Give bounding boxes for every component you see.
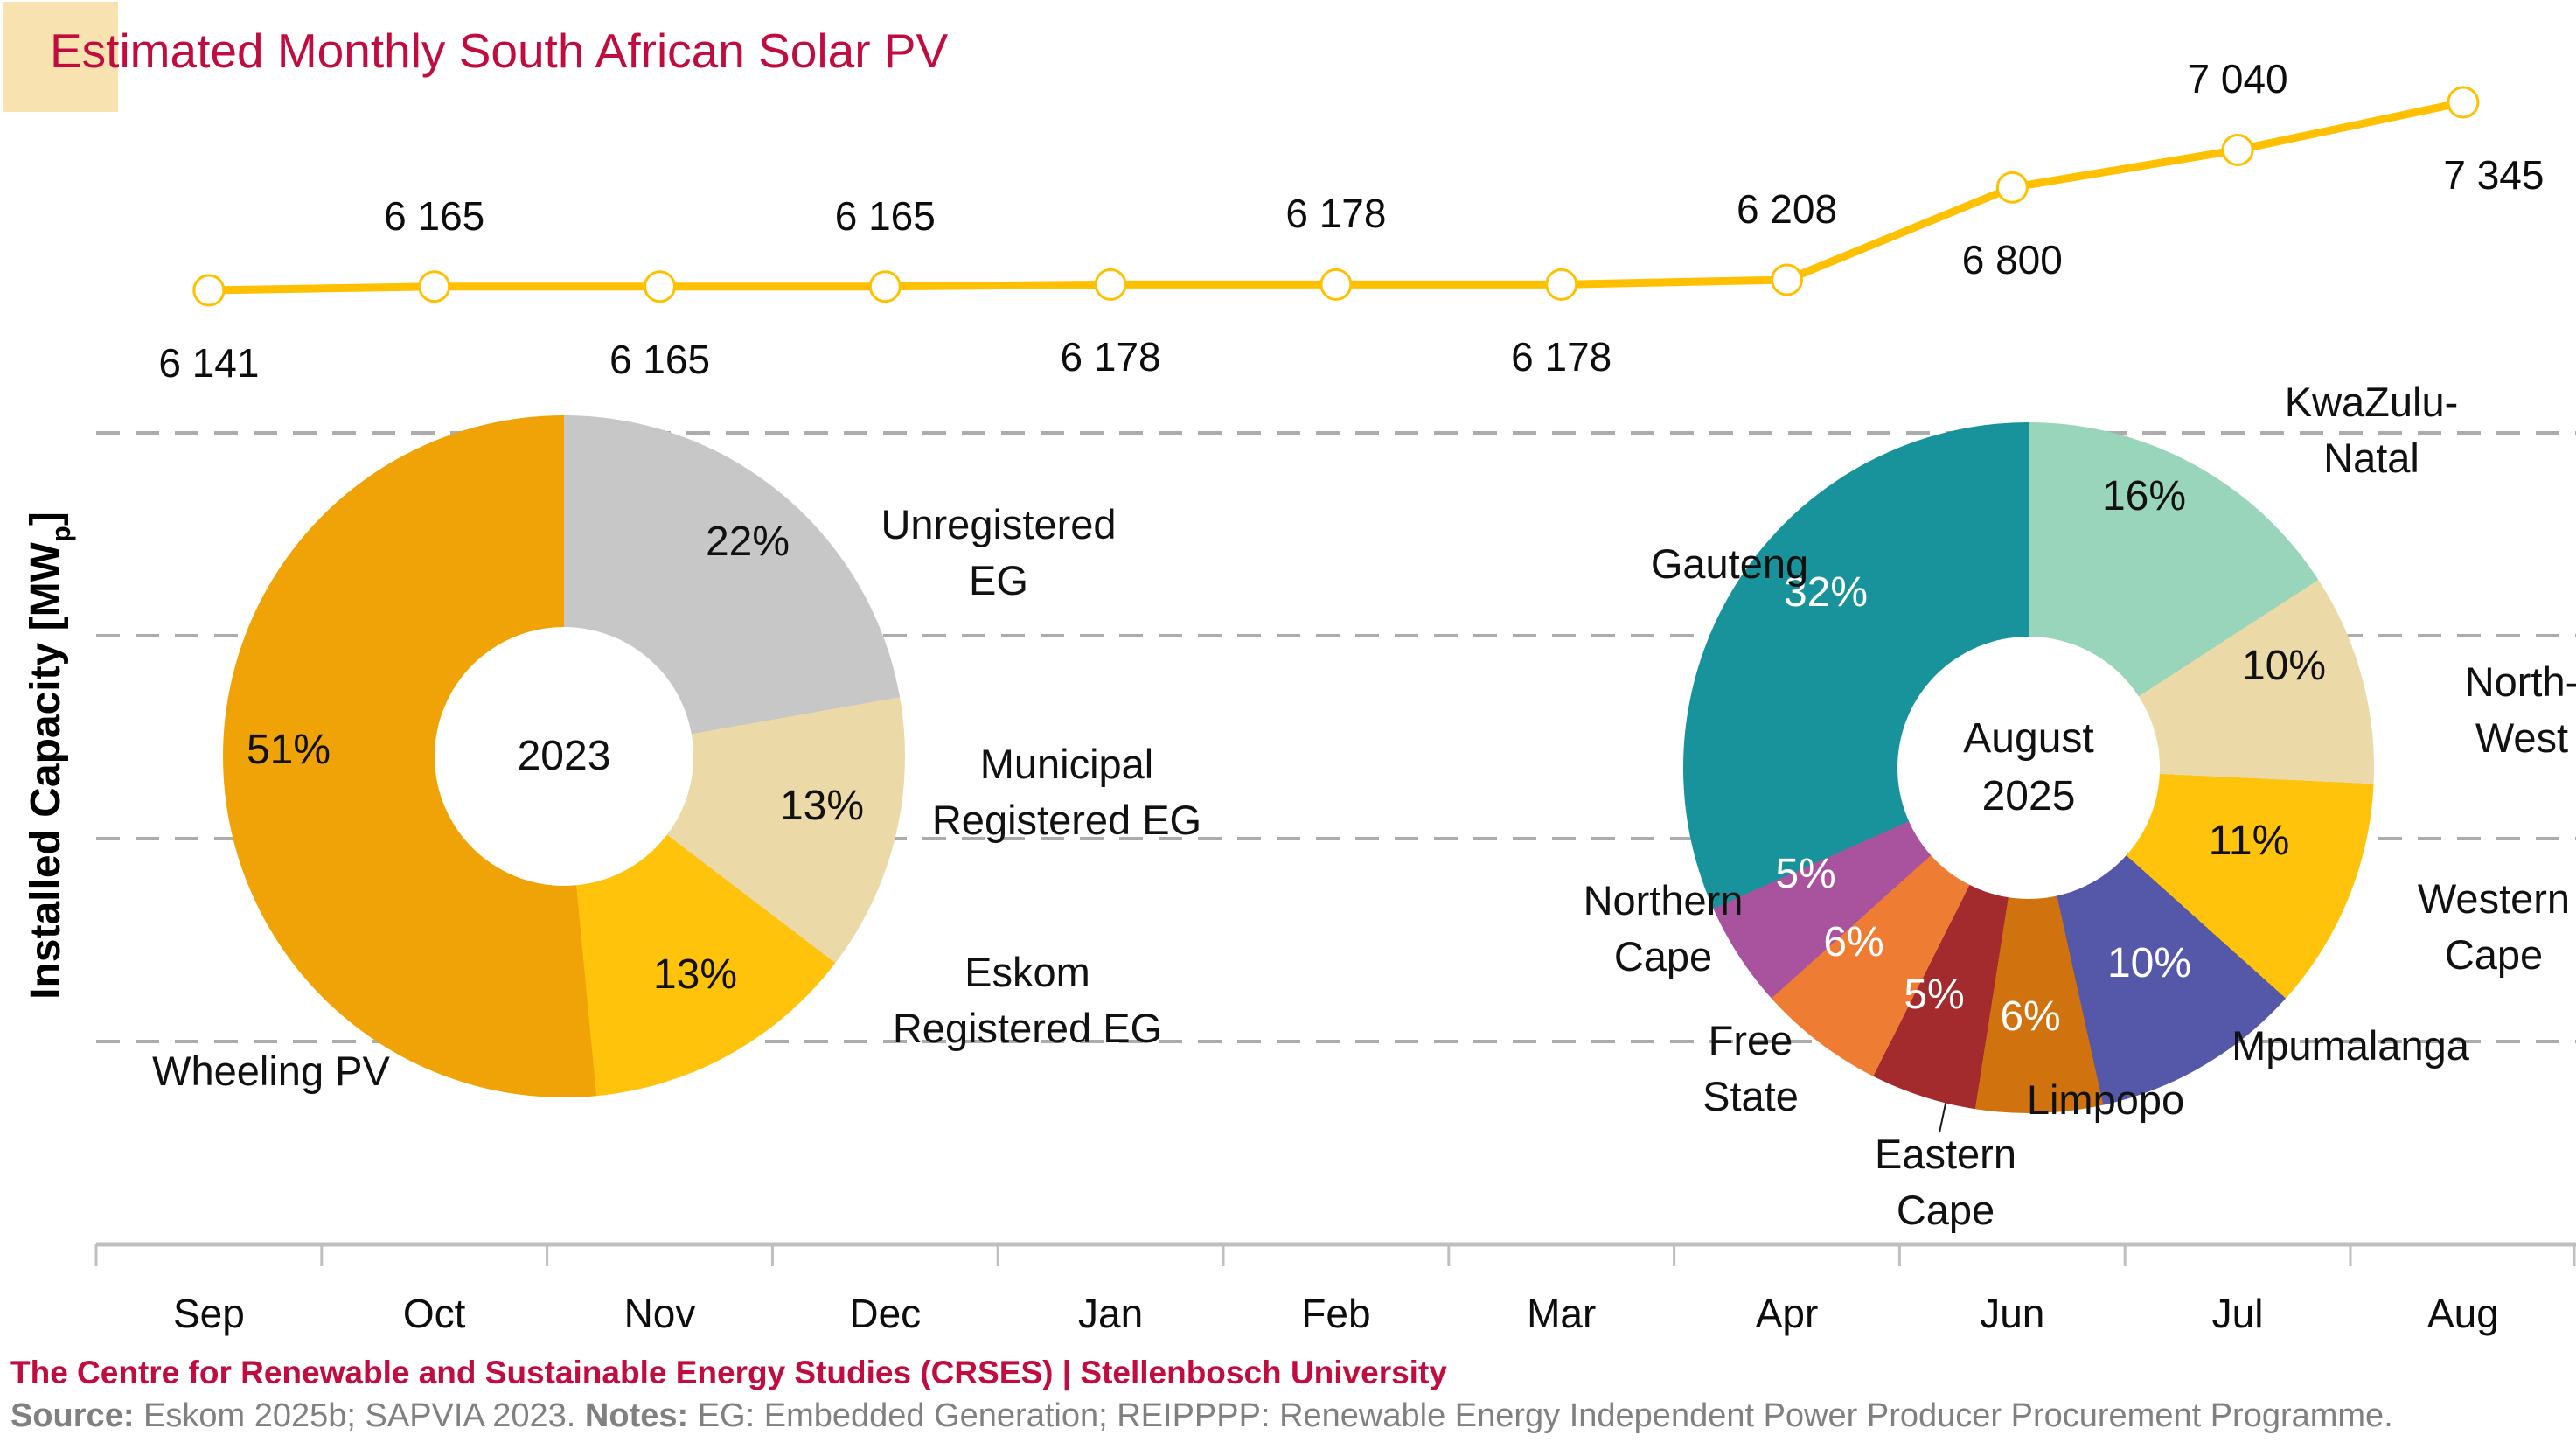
slice-label-wheeling-pv: Wheeling PV <box>152 1048 390 1094</box>
slice-label-northern-cape: Northern Cape <box>1583 877 1744 979</box>
pct-label-unregistered-eg: 22% <box>705 519 790 565</box>
pct-label-municipal-registered-eg: 13% <box>779 783 865 829</box>
line-value-label-jun: 6 800 <box>1961 237 2063 283</box>
slice-label-limpopo: Limpopo <box>2026 1076 2185 1123</box>
slice-label-kwazulu-natal: KwaZulu-Natal <box>2284 379 2459 481</box>
footer-source-label: Source: <box>10 1397 135 1434</box>
pct-label-eastern-cape: 5% <box>1904 972 1965 1018</box>
line-value-label-sep: 6 141 <box>158 340 260 386</box>
pct-label-western-cape: 11% <box>2208 818 2290 864</box>
slice-label-eastern-cape: Eastern Cape <box>1875 1131 2016 1233</box>
donut-2025-hole <box>1897 637 2160 899</box>
slice-label-mpumalanga: Mpumalanga <box>2231 1022 2469 1069</box>
line-value-label-mar: 6 178 <box>1511 334 1612 380</box>
x-axis-month-jun: Jun <box>1980 1291 2045 1336</box>
y-axis-label-suffix: ] <box>23 512 69 526</box>
x-axis-month-mar: Mar <box>1527 1291 1597 1336</box>
line-value-label-jan: 6 178 <box>1060 334 1161 380</box>
pct-label-eskom-registered-eg: 13% <box>652 951 738 998</box>
y-axis-label: Installed Capacity [MWp] <box>22 401 76 1110</box>
footer-notes-label: Notes: <box>584 1397 689 1434</box>
slice-label-western-cape: Western Cape <box>2417 875 2571 978</box>
line-value-label-oct: 6 165 <box>384 192 485 239</box>
y-axis-label-subscript: p <box>45 526 76 543</box>
x-axis-month-jan: Jan <box>1078 1291 1144 1336</box>
line-value-label-nov: 6 165 <box>609 336 711 382</box>
slice-label-free-state: Free State <box>1702 1017 1799 1119</box>
line-value-label-feb: 6 178 <box>1285 191 1387 237</box>
slice-label-eskom-registered-eg: Eskom Registered EG <box>892 949 1163 1051</box>
slice-label-north-west: North-West <box>2464 658 2576 761</box>
pct-label-free-state: 6% <box>1823 919 1884 965</box>
pct-label-northern-cape: 5% <box>1775 851 1836 897</box>
x-axis-month-sep: Sep <box>172 1291 245 1336</box>
pct-label-wheeling-pv: 51% <box>246 727 331 773</box>
pct-label-gauteng: 32% <box>1783 569 1869 616</box>
footer-source: Source: Eskom 2025b; SAPVIA 2023. Notes:… <box>10 1396 2393 1436</box>
footer-notes-text: EG: Embedded Generation; REIPPPP: Renewa… <box>688 1397 2393 1434</box>
donut-2025-center-label: August 2025 <box>1963 715 2094 819</box>
slice-label-gauteng: Gauteng <box>1650 540 1809 587</box>
x-axis-month-dec: Dec <box>849 1291 922 1336</box>
donut-2023-center-label: 2023 <box>517 733 611 779</box>
slice-label-municipal-registered-eg: Municipal Registered EG <box>931 741 1202 843</box>
line-value-label-apr: 6 208 <box>1736 186 1838 233</box>
slice-label-unregistered-eg: Unregistered EG <box>881 501 1117 603</box>
y-axis-label-text: Installed Capacity [MW <box>23 542 69 1000</box>
pct-label-kwazulu-natal: 16% <box>2101 473 2187 519</box>
pct-label-north-west: 10% <box>2241 643 2327 689</box>
title-accent-square <box>3 2 118 112</box>
x-axis-month-nov: Nov <box>623 1291 696 1336</box>
line-value-label-jul: 7 040 <box>2187 56 2288 102</box>
footer-source-text: Eskom 2025b; SAPVIA 2023. <box>134 1397 585 1434</box>
pct-label-mpumalanga: 10% <box>2106 940 2192 986</box>
page-title: Estimated Monthly South African Solar PV <box>50 24 949 78</box>
footer-credit: The Centre for Renewable and Sustainable… <box>10 1355 1447 1390</box>
x-axis-month-aug: Aug <box>2426 1291 2499 1336</box>
pct-label-limpopo: 6% <box>2000 993 2061 1040</box>
x-axis-month-apr: Apr <box>1755 1291 1819 1336</box>
line-value-label-dec: 6 165 <box>834 192 936 239</box>
x-axis-month-feb: Feb <box>1301 1291 1371 1336</box>
x-axis-month-jul: Jul <box>2211 1291 2264 1336</box>
donut-2023-hole <box>435 627 693 886</box>
line-value-label-aug: 7 345 <box>2443 152 2545 198</box>
x-axis-month-oct: Oct <box>402 1291 466 1336</box>
